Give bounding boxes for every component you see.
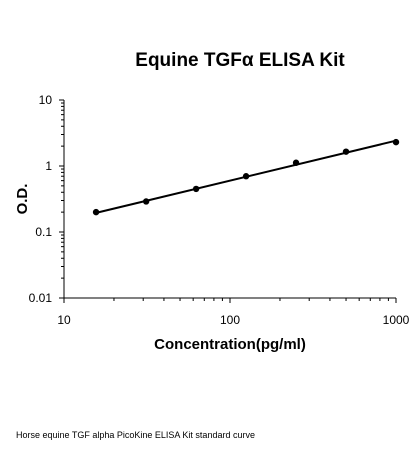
data-point — [142, 198, 150, 205]
x-axis-label: Concentration(pg/ml) — [154, 336, 306, 353]
y-axis-label: O.D. — [14, 184, 31, 215]
chart-title: Equine TGFα ELISA Kit — [135, 50, 345, 71]
x-tick-label: 1000 — [383, 313, 410, 327]
x-tick-label: 10 — [57, 313, 71, 327]
ticks — [59, 99, 397, 303]
y-tick-label: 0.01 — [29, 291, 53, 305]
data-point — [392, 138, 400, 146]
y-tick-label: 10 — [39, 93, 53, 107]
figure-caption: Horse equine TGF alpha PicoKine ELISA Ki… — [16, 430, 255, 440]
y-tick-label: 1 — [45, 159, 52, 173]
data-point — [92, 208, 100, 216]
data-point — [292, 159, 300, 166]
data-point — [242, 173, 250, 180]
tick-labels: 10 100 1000 0.01 0.1 1 10 — [29, 93, 410, 327]
axes — [63, 100, 396, 299]
data-point — [342, 148, 350, 155]
y-tick-label: 0.1 — [35, 225, 52, 239]
data-points — [92, 138, 400, 216]
x-tick-label: 100 — [220, 313, 240, 327]
data-point — [192, 185, 200, 193]
